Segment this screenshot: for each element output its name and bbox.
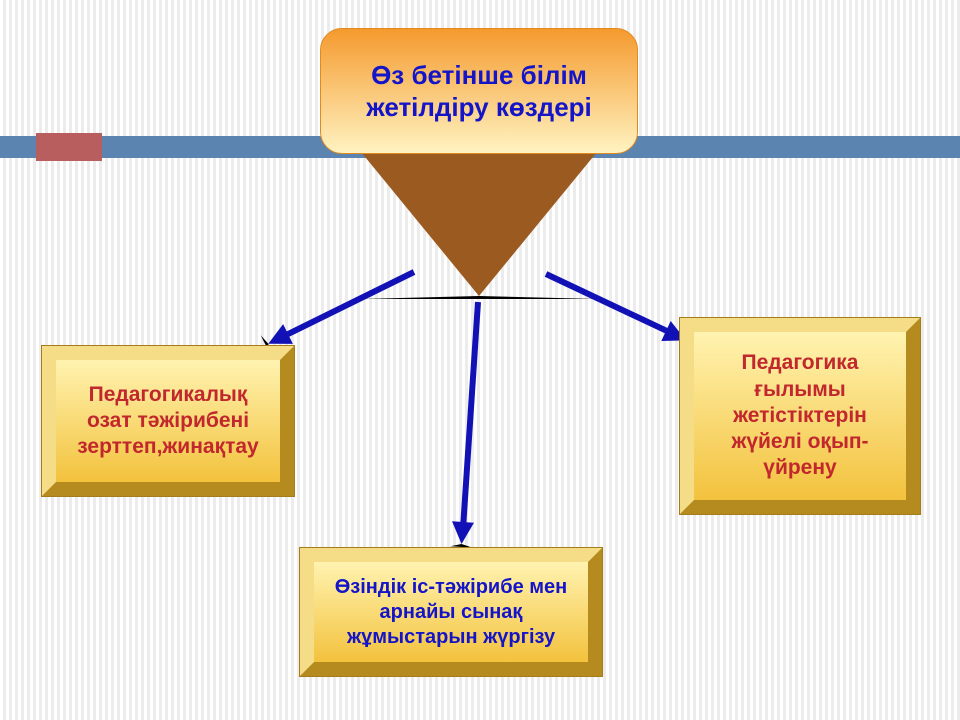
header-bar-red xyxy=(36,133,102,161)
leaf-node-right: Педагогика ғылымы жетістіктерін жүйелі о… xyxy=(680,318,920,514)
arrow-down-head xyxy=(451,521,475,547)
root-node: Өз бетінше білім жетілдіру көздері xyxy=(320,28,638,154)
leaf-node-bottom-label: Өзіндік іс-тәжірибе мен арнайы сынақ жұм… xyxy=(322,575,580,650)
diagram-canvas: Өз бетінше білім жетілдіру көздері Педаг… xyxy=(0,0,960,720)
root-node-label: Өз бетінше білім жетілдіру көздері xyxy=(331,59,627,124)
leaf-node-left-label: Педагогикалық озат тәжірибені зерттеп,жи… xyxy=(64,382,272,461)
leaf-node-left: Педагогикалық озат тәжірибені зерттеп,жи… xyxy=(42,346,294,496)
leaf-node-right-label: Педагогика ғылымы жетістіктерін жүйелі о… xyxy=(702,350,898,481)
leaf-node-bottom: Өзіндік іс-тәжірибе мен арнайы сынақ жұм… xyxy=(300,548,602,676)
